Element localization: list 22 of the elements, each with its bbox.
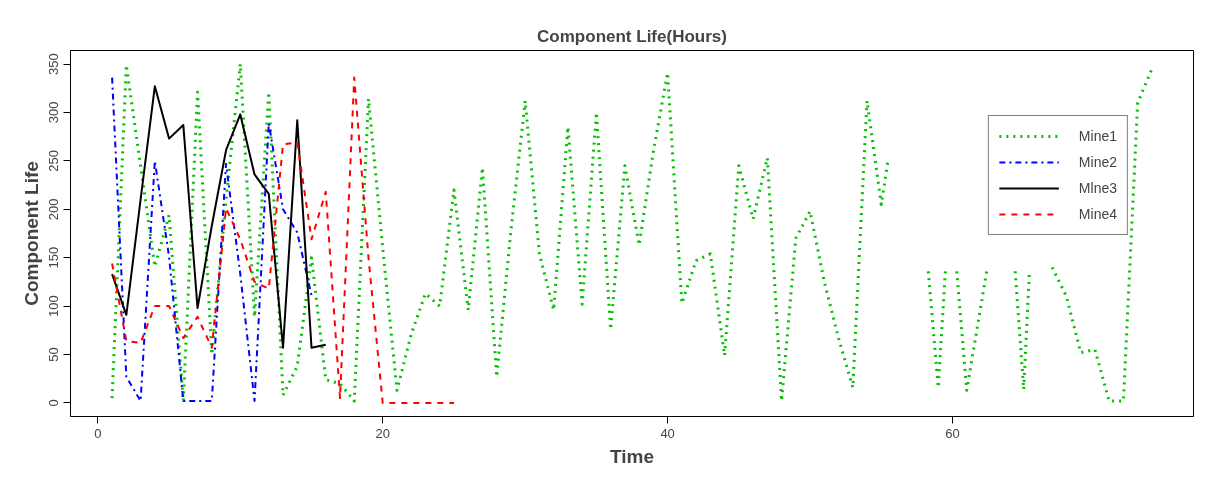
x-tick-label: 20 — [375, 425, 390, 441]
y-tick-label: 150 — [46, 246, 62, 269]
line-series — [111, 76, 455, 404]
y-tick-label: 350 — [46, 53, 62, 75]
x-axis-title: Time — [610, 445, 655, 467]
x-tick-label: 40 — [660, 425, 675, 441]
y-tick-label: 300 — [46, 101, 62, 124]
line-series — [111, 85, 327, 349]
legend-label: Mine1 — [1078, 128, 1117, 144]
legend-label: Mine2 — [1078, 154, 1117, 170]
legend-label: Mine4 — [1078, 206, 1117, 222]
x-tick-label: 60 — [945, 425, 960, 441]
y-tick-label: 0 — [46, 399, 62, 407]
chart-title: Component Life(Hours) — [537, 26, 727, 46]
y-tick-label: 50 — [46, 347, 62, 362]
y-tick-label: 250 — [46, 150, 62, 172]
x-tick-label: 0 — [94, 425, 102, 441]
y-tick-label: 200 — [46, 198, 62, 221]
y-axis-title: Component Life — [20, 161, 42, 306]
line-series — [111, 76, 313, 403]
y-tick-label: 100 — [46, 295, 62, 317]
legend-label: Mlne3 — [1078, 180, 1117, 196]
